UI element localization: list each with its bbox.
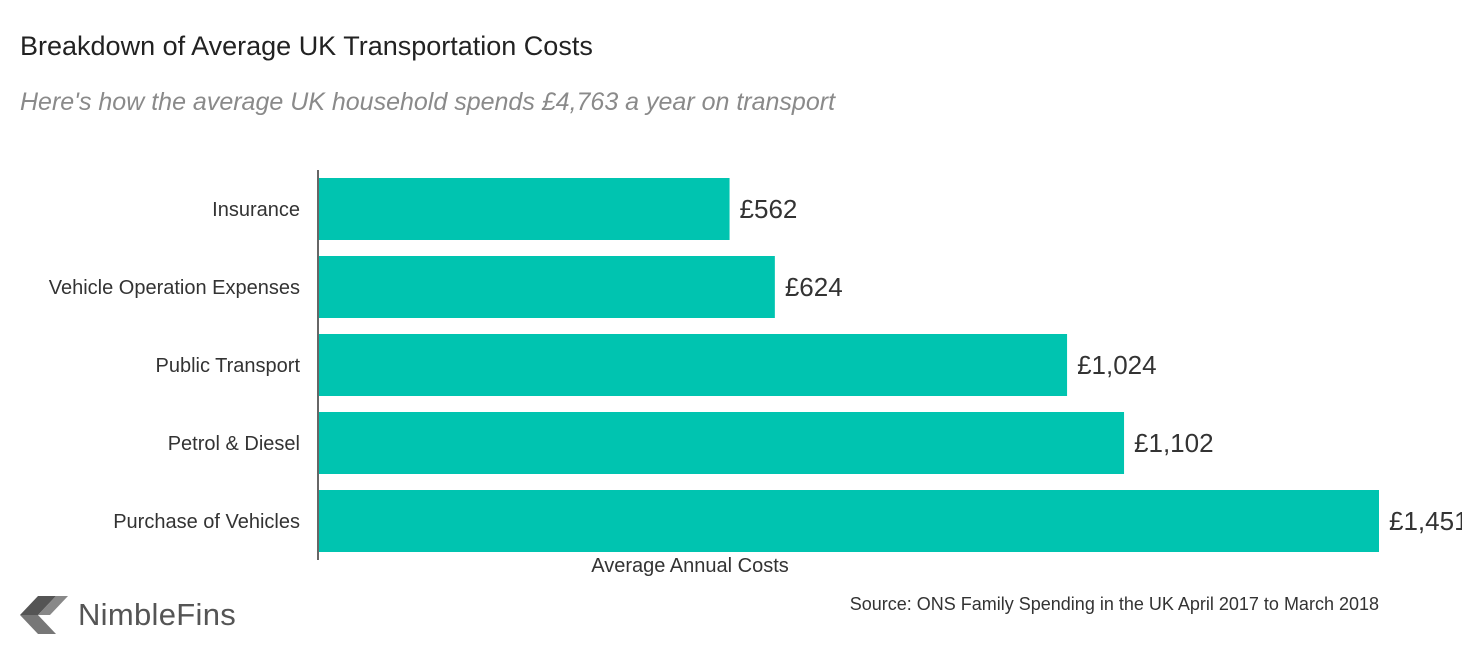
category-label: Petrol & Diesel: [168, 433, 300, 455]
value-label: £562: [740, 194, 798, 224]
source-note: Source: ONS Family Spending in the UK Ap…: [849, 594, 1379, 614]
bar: [319, 412, 1125, 474]
bar: [319, 178, 730, 240]
category-label: Public Transport: [155, 355, 300, 377]
nimblefins-logo-icon: [20, 596, 68, 634]
value-label: £1,451: [1389, 506, 1462, 536]
chart-title: Breakdown of Average UK Transportation C…: [20, 31, 593, 61]
category-label: Insurance: [212, 199, 300, 221]
value-label: £1,102: [1134, 428, 1214, 458]
value-label: £1,024: [1077, 350, 1157, 380]
bar: [319, 490, 1379, 552]
bar: [319, 334, 1068, 396]
brand-name: NimbleFins: [78, 597, 237, 632]
category-label: Vehicle Operation Expenses: [49, 277, 300, 299]
chart-subtitle: Here's how the average UK household spen…: [20, 88, 836, 116]
bars-group: Insurance £562 Vehicle Operation Expenses £…: [49, 178, 1462, 552]
brand-logo[interactable]: NimbleFins: [20, 596, 236, 634]
bar: [319, 256, 775, 318]
category-label: Purchase of Vehicles: [113, 511, 300, 533]
value-label: £624: [785, 272, 843, 302]
x-axis-title: Average Annual Costs: [591, 555, 789, 577]
